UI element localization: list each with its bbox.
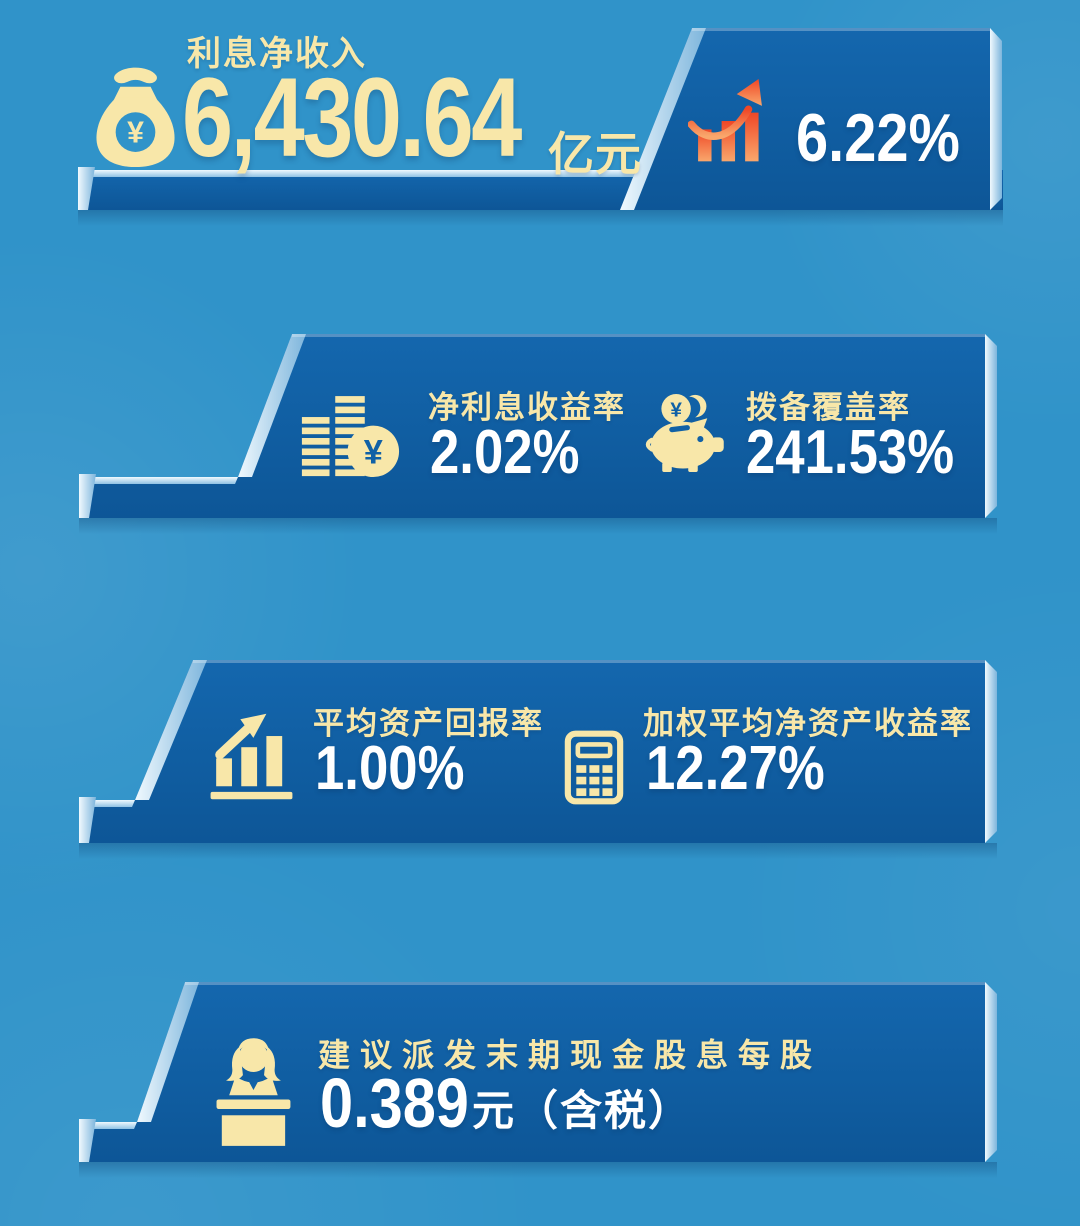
net-interest-income-growth: 6.22% (796, 100, 960, 176)
yuan-symbol: ¥ (670, 399, 682, 422)
provision-coverage-value: 241.53% (746, 418, 955, 487)
nim-value: 2.02% (430, 418, 580, 487)
dividend-unit: 元（含税） (472, 1087, 693, 1134)
piggy-bank-icon: ¥ (645, 394, 724, 472)
person-podium-icon (216, 1038, 291, 1146)
dividend-label: 建议派发末期现金股息每股 (318, 1037, 823, 1073)
roa-value: 1.00% (315, 734, 465, 803)
banner1-shape (78, 28, 1003, 226)
calculator-icon (564, 730, 624, 805)
nim-label: 净利息收益率 (428, 390, 626, 425)
roa-label: 平均资产回报率 (313, 706, 544, 741)
provision-coverage-label: 拨备覆盖率 (746, 390, 911, 425)
banner4-shape (79, 982, 997, 1178)
dividend-value: 0.389 (320, 1064, 469, 1142)
roe-value: 12.27% (646, 734, 825, 803)
rising-bar-chart-icon (688, 79, 762, 162)
money-bag-icon: ¥ (96, 67, 175, 168)
yuan-symbol: ¥ (127, 117, 144, 150)
net-interest-income-unit: 亿元 (548, 128, 642, 180)
net-interest-income-value: 6,430.64 (182, 55, 522, 180)
banner3-shape (79, 660, 997, 859)
roe-label: 加权平均净资产收益率 (643, 706, 973, 741)
net-interest-income-label: 利息净收入 (187, 35, 367, 73)
coin-stack-icon: ¥ (301, 396, 400, 478)
growth-chart-icon (210, 713, 293, 800)
yuan-symbol: ¥ (364, 434, 383, 472)
